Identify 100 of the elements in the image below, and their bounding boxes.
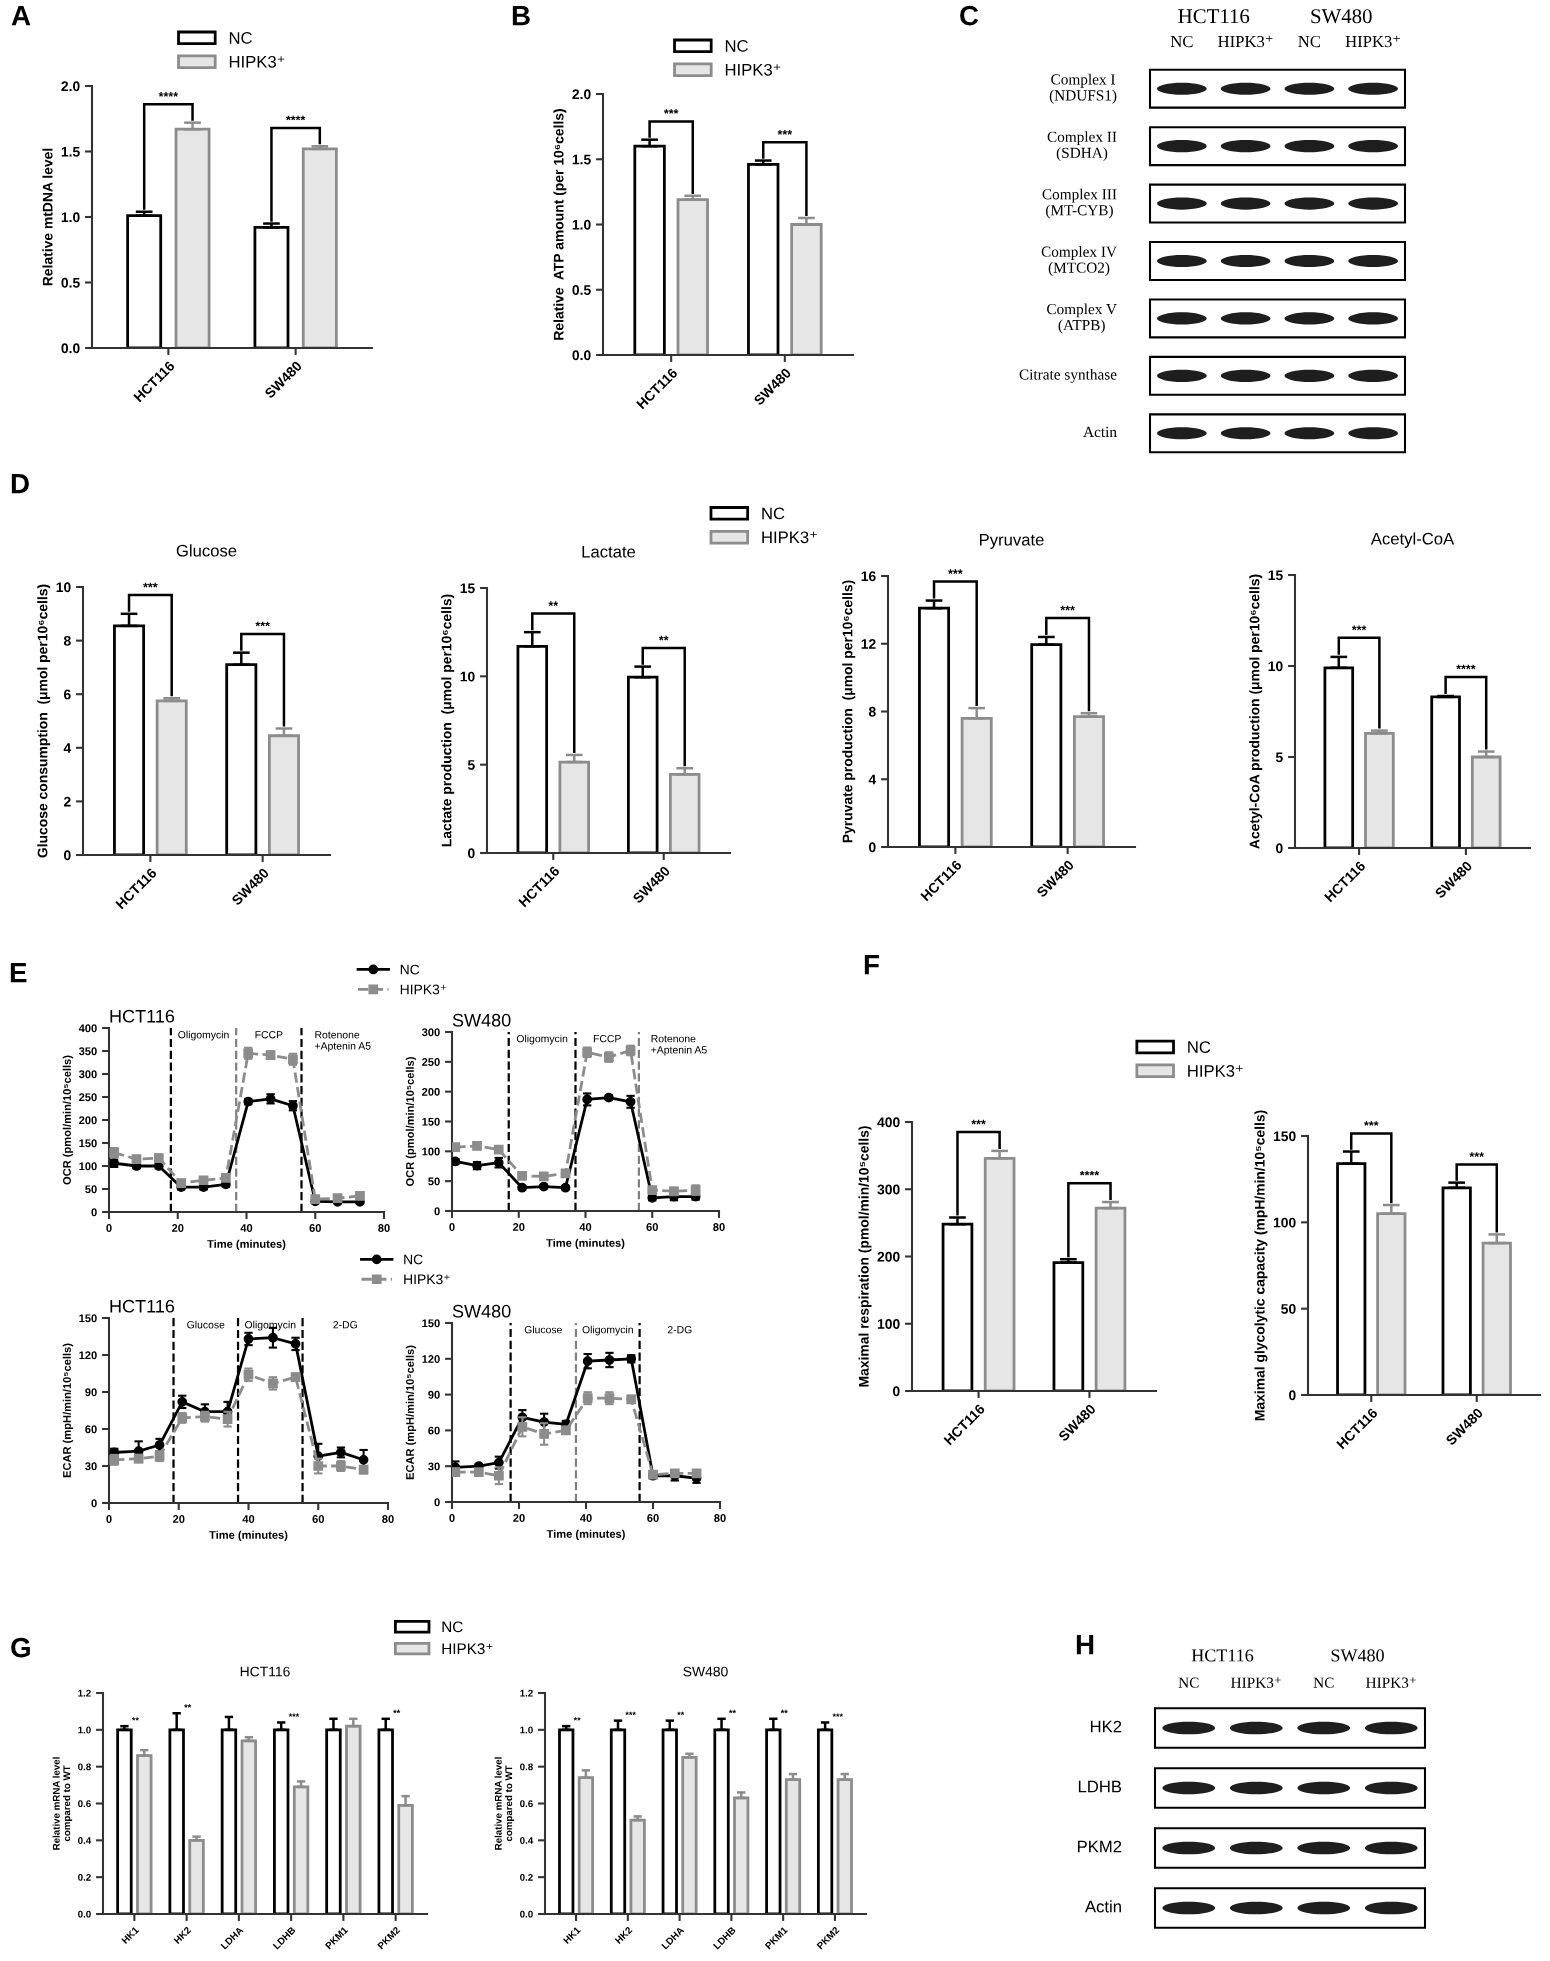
ref-line-label: Oligomycin (178, 1030, 229, 1041)
x-tick-label: 80 (714, 1514, 726, 1522)
chart-title: Glucose (176, 544, 237, 557)
annotation: **** (1456, 664, 1476, 670)
y-tick-label: 0 (91, 1208, 97, 1217)
y-tick-label: 0.4 (520, 1837, 534, 1844)
y-axis-title: Relative mRNA level compared to WT (52, 1757, 73, 1850)
y-tick-label: 250 (79, 1093, 97, 1102)
data-label: ** (728, 1709, 736, 1714)
category-label: Complex II (SDHA) (1047, 131, 1117, 162)
category-label: Actin (1083, 426, 1117, 438)
x-tick-label: 0 (449, 1223, 455, 1231)
x-tick-label: 40 (242, 1515, 255, 1523)
y-axis-title: ECAR (mpH/min/10⁵cells) (62, 1343, 74, 1478)
y-tick-label: 150 (79, 1139, 97, 1148)
ref-line-label: 2-DG (667, 1325, 692, 1334)
y-tick-label: 1.5 (572, 154, 591, 165)
y-tick-label: 0.5 (61, 277, 80, 288)
x-axis-title: Time (minutes) (546, 1529, 625, 1541)
y-axis-title: Glucose consumption (μmol per10⁶cells) (37, 584, 51, 858)
text: A (11, 6, 31, 26)
y-tick-label: 250 (422, 1058, 440, 1066)
legend-label: HIPK3⁺ (442, 1643, 493, 1655)
y-axis-title: OCR (pmol/min/10⁵cells) (62, 1055, 74, 1185)
y-tick-label: 1.0 (520, 1726, 533, 1734)
category-label: Complex I (NDUFS1) (1049, 73, 1117, 104)
text: D (11, 474, 29, 494)
y-tick-label: 0 (893, 1386, 900, 1397)
y-tick-label: 30 (428, 1462, 440, 1471)
text: *** (1364, 1121, 1379, 1126)
annotation: *** (1060, 605, 1075, 611)
data-label: ** (184, 1704, 192, 1708)
y-tick-label: 30 (85, 1462, 97, 1471)
annotation: *** (255, 621, 270, 627)
y-tick-label: 100 (1273, 1217, 1296, 1228)
y-tick-label: 400 (78, 1024, 97, 1033)
x-tick-label: 40 (240, 1224, 253, 1232)
annotation: *** (1469, 1152, 1485, 1157)
y-tick-label: 0 (434, 1207, 440, 1216)
ref-line-label: Oligomycin (516, 1034, 568, 1045)
y-tick-label: 0 (1289, 1390, 1296, 1401)
chart-title: SW480 (683, 1666, 728, 1677)
annotation: **** (285, 115, 306, 121)
y-tick-label: 100 (877, 1319, 900, 1329)
x-axis-title: Time (minutes) (207, 1239, 286, 1251)
text: F (864, 955, 879, 975)
y-axis-title: Maximal glycolytic capacity (mpH/min/10⁵cells) (1254, 1110, 1268, 1421)
text: HCT116 (1191, 1649, 1254, 1662)
y-tick-label: 200 (877, 1251, 900, 1262)
legend-label: HIPK3⁺ (762, 531, 817, 544)
category-label: HIPK3⁺ (1218, 35, 1273, 48)
y-tick-label: 120 (79, 1351, 97, 1360)
category-label: Complex III (MT-CYB) (1042, 188, 1117, 219)
x-axis-title: Time (minutes) (546, 1238, 625, 1250)
y-tick-label: 300 (78, 1070, 97, 1079)
y-tick-label: 0 (468, 848, 475, 859)
y-axis-title: OCR (pmol/min/10⁵cells) (405, 1057, 417, 1187)
x-tick-label: 40 (579, 1514, 592, 1522)
y-axis-title: Relative ATP amount (per 10⁶cells) (553, 109, 567, 340)
y-tick-label: 0.0 (78, 1910, 91, 1918)
y-tick-label: 10 (56, 582, 71, 593)
chart-title: HCT116 (240, 1666, 290, 1677)
y-tick-label: 300 (421, 1028, 440, 1037)
legend-label: NC (725, 40, 748, 52)
chart-title: HCT116 (110, 1299, 175, 1313)
y-tick-label: 100 (422, 1147, 440, 1156)
legend-label: HIPK3⁺ (725, 63, 781, 76)
y-tick-label: 0.2 (78, 1873, 91, 1881)
data-label: *** (625, 1711, 636, 1716)
chart-title: HCT116 (110, 1009, 175, 1023)
y-tick-label: 1.0 (61, 212, 80, 223)
data-label: ** (677, 1711, 685, 1716)
y-tick-label: 10 (460, 671, 475, 682)
y-tick-label: 8 (63, 635, 71, 646)
ref-line-label: Glucose (524, 1325, 562, 1334)
x-tick-label: 80 (713, 1223, 725, 1231)
x-tick-label: 20 (513, 1514, 525, 1522)
x-tick-label: 0 (449, 1514, 455, 1522)
ref-line-label: Oligomycin (582, 1325, 633, 1336)
text: SW480 (1331, 1649, 1384, 1662)
chart-title: Pyruvate (979, 533, 1044, 549)
annotation: **** (1079, 1170, 1100, 1176)
text: E (10, 963, 27, 983)
legend-label: HIPK3⁺ (404, 1274, 450, 1285)
text: G (11, 1637, 30, 1658)
ref-line-label: Glucose (187, 1320, 225, 1329)
category-label: HIPK3⁺ (1345, 35, 1401, 48)
y-tick-label: 4 (63, 743, 72, 753)
y-tick-label: 150 (79, 1314, 97, 1323)
data-label: ** (131, 1717, 139, 1721)
y-tick-label: 1.2 (520, 1689, 533, 1697)
category-label: NC (1178, 1677, 1199, 1688)
y-tick-label: 300 (877, 1184, 900, 1195)
x-tick-label: 80 (378, 1224, 390, 1232)
y-tick-label: 1.0 (572, 219, 591, 230)
y-tick-label: 2.0 (572, 89, 591, 100)
x-tick-label: 80 (382, 1515, 394, 1523)
y-axis-title: Lactate production (μmol per10⁶cells) (441, 594, 455, 847)
legend-label: NC (229, 32, 252, 44)
data-label: ** (780, 1709, 788, 1714)
